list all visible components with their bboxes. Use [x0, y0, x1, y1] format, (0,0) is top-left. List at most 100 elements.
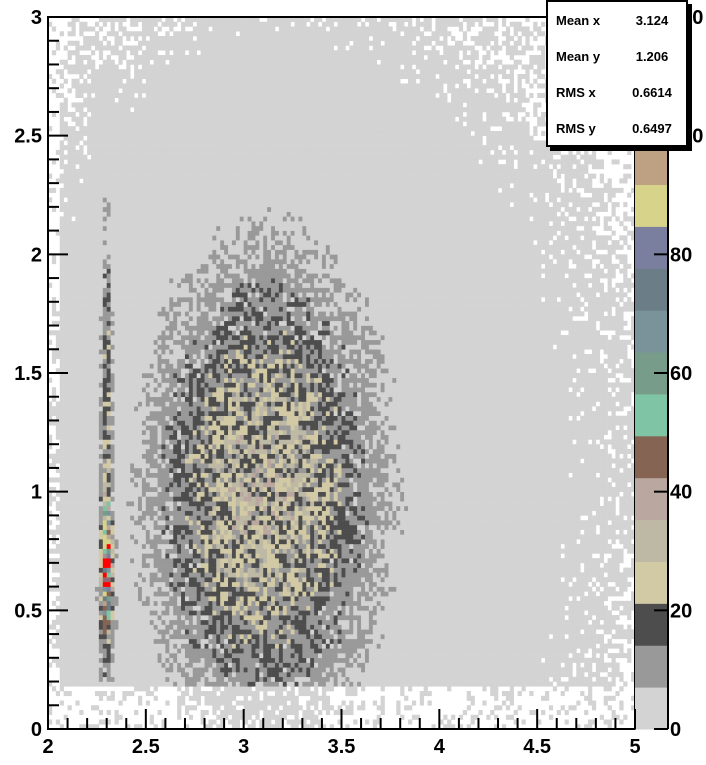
- heatmap-cell: [165, 116, 170, 122]
- heatmap-cell: [91, 301, 96, 307]
- heatmap-cell: [126, 59, 131, 65]
- heatmap-cell: [75, 244, 80, 250]
- heatmap-cell: [173, 415, 178, 421]
- heatmap-cell: [94, 73, 100, 80]
- heatmap-cell: [181, 501, 186, 507]
- heatmap-cell: [173, 586, 178, 592]
- heatmap-cell: [114, 92, 119, 98]
- heatmap-cell: [177, 221, 182, 227]
- heatmap-cell: [149, 439, 154, 445]
- heatmap-cell: [114, 714, 119, 720]
- heatmap-cell: [134, 662, 139, 668]
- heatmap-cell: [149, 335, 154, 341]
- heatmap-cell: [102, 278, 107, 284]
- heatmap-cell: [149, 83, 154, 89]
- heatmap-cell: [126, 548, 131, 554]
- heatmap-cell: [157, 586, 162, 592]
- heatmap-cell: [102, 358, 107, 364]
- heatmap-cell: [79, 553, 84, 559]
- heatmap-cell: [153, 491, 158, 497]
- heatmap-cell: [173, 553, 178, 559]
- heatmap-cell: [114, 102, 119, 108]
- heatmap-cell: [83, 330, 88, 336]
- heatmap-cell: [141, 605, 147, 611]
- heatmap-cell: [173, 121, 178, 127]
- heatmap-cell: [145, 69, 151, 75]
- heatmap-cell: [177, 83, 182, 89]
- heatmap-cell: [177, 700, 182, 706]
- heatmap-cell: [79, 235, 84, 241]
- heatmap-cell: [59, 700, 64, 706]
- heatmap-cell: [177, 107, 182, 113]
- heatmap-cell: [145, 135, 151, 141]
- heatmap-cell: [138, 477, 143, 483]
- heatmap-cell: [192, 387, 197, 393]
- heatmap-cell: [106, 240, 111, 246]
- heatmap-cell: [98, 387, 104, 393]
- heatmap-cell: [153, 278, 158, 284]
- heatmap-cell: [114, 676, 119, 682]
- heatmap-cell: [114, 282, 119, 288]
- heatmap-cell: [87, 187, 92, 193]
- heatmap-cell: [51, 686, 57, 692]
- heatmap-cell: [106, 629, 111, 635]
- heatmap-cell: [181, 330, 186, 336]
- heatmap-cell: [110, 45, 115, 51]
- heatmap-cell: [71, 463, 76, 469]
- heatmap-cell: [91, 216, 96, 222]
- heatmap-cell: [126, 268, 131, 274]
- heatmap-cell: [91, 40, 96, 46]
- heatmap-cell: [91, 567, 96, 573]
- heatmap-cell: [83, 354, 88, 360]
- heatmap-cell: [145, 111, 151, 117]
- heatmap-cell: [181, 287, 186, 293]
- heatmap-cell: [161, 472, 166, 478]
- heatmap-cell: [75, 40, 80, 46]
- heatmap-cell: [188, 17, 194, 23]
- heatmap-cell: [110, 501, 115, 507]
- heatmap-cell: [145, 577, 151, 583]
- heatmap-cell: [122, 577, 127, 583]
- heatmap-cell: [165, 624, 170, 630]
- heatmap-cell: [126, 520, 131, 526]
- heatmap-cell: [181, 278, 186, 284]
- heatmap-cell: [63, 320, 68, 326]
- heatmap-cell: [79, 710, 84, 716]
- heatmap-cell: [110, 482, 115, 488]
- heatmap-cell: [149, 600, 154, 606]
- heatmap-cell: [98, 145, 104, 151]
- heatmap-cell: [98, 121, 104, 127]
- heatmap-cell: [98, 159, 104, 165]
- heatmap-cell: [106, 145, 111, 151]
- heatmap-cell: [184, 316, 190, 322]
- heatmap-cell: [196, 577, 201, 583]
- heatmap-cell: [130, 88, 135, 94]
- heatmap-cell: [141, 145, 147, 151]
- heatmap-cell: [102, 354, 107, 360]
- heatmap-cell: [91, 591, 96, 597]
- heatmap-cell: [126, 410, 131, 417]
- heatmap-cell: [181, 335, 186, 341]
- heatmap-cell: [161, 254, 166, 260]
- heatmap-cell: [98, 657, 104, 663]
- heatmap-cell: [157, 624, 162, 630]
- heatmap-cell: [67, 278, 72, 284]
- heatmap-cell: [126, 121, 131, 127]
- heatmap-cell: [165, 111, 170, 117]
- heatmap-cell: [165, 600, 170, 606]
- heatmap-cell: [102, 178, 107, 184]
- heatmap-cell: [134, 35, 139, 42]
- heatmap-cell: [192, 197, 197, 203]
- heatmap-cell: [173, 420, 178, 426]
- heatmap-cell: [188, 297, 194, 303]
- heatmap-cell: [173, 216, 178, 222]
- heatmap-cell: [59, 567, 64, 573]
- heatmap-cell: [165, 387, 170, 393]
- heatmap-cell: [126, 387, 131, 393]
- heatmap-cell: [122, 515, 127, 521]
- heatmap-cell: [141, 225, 147, 231]
- heatmap-cell: [67, 325, 72, 331]
- heatmap-cell: [71, 211, 76, 217]
- heatmap-cell: [91, 496, 96, 502]
- heatmap-cell: [177, 230, 182, 236]
